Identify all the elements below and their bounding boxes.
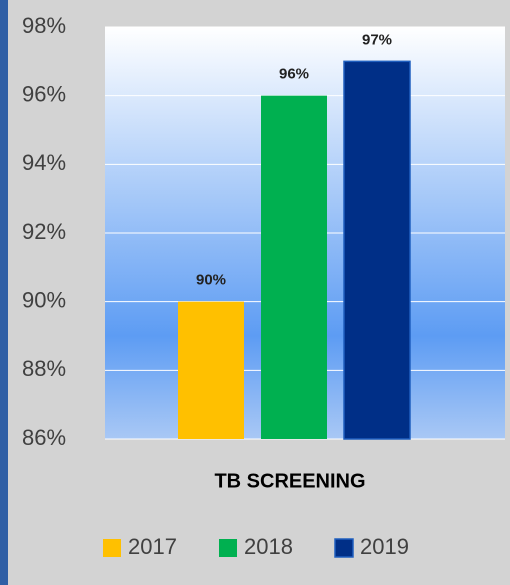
y-tick-label: 92% [22, 219, 66, 244]
legend-label: 2019 [360, 534, 409, 559]
y-tick-label: 94% [22, 150, 66, 175]
y-tick-label: 88% [22, 356, 66, 381]
legend-label: 2018 [244, 534, 293, 559]
bar [178, 301, 244, 439]
y-tick-label: 86% [22, 425, 66, 450]
x-tick-label: TB SCREENING [214, 470, 365, 492]
legend-swatch [334, 538, 354, 558]
y-tick-label: 98% [22, 13, 66, 38]
data-label: 97% [362, 31, 392, 48]
legend-swatch [103, 539, 121, 557]
data-label: 90% [196, 272, 226, 289]
legend-label: 2017 [128, 534, 177, 559]
side-strip [0, 0, 8, 585]
data-label: 96% [279, 66, 309, 83]
y-tick-label: 90% [22, 287, 66, 312]
bar [261, 95, 327, 440]
y-tick-label: 96% [22, 81, 66, 106]
bar [343, 60, 411, 440]
legend-swatch [219, 539, 237, 557]
